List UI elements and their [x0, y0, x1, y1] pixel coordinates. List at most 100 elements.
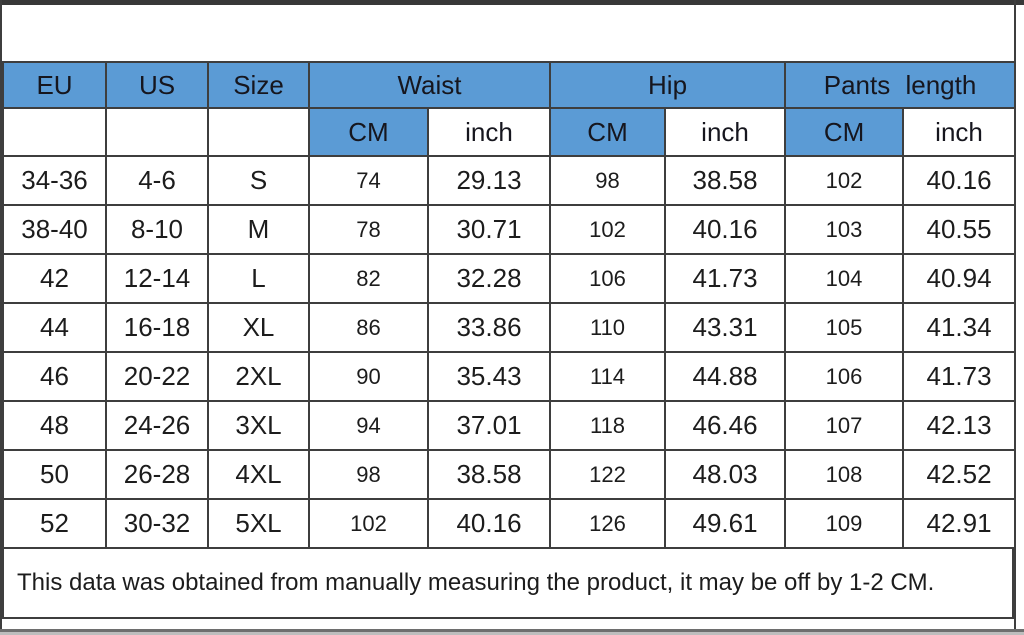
subheader-waist-cm: CM [308, 107, 429, 157]
subheader-pants-inch: inch [902, 107, 1017, 157]
cell-hip-inch: 48.03 [664, 449, 787, 500]
cell-eu: 44 [2, 302, 107, 353]
cell-eu: 38-40 [2, 204, 107, 255]
cell-hip-cm: 110 [549, 302, 667, 353]
cell-hip-inch: 41.73 [664, 253, 787, 304]
cell-pants-cm: 108 [784, 449, 905, 500]
cell-pants-inch: 40.16 [902, 155, 1017, 206]
cell-hip-cm: 126 [549, 498, 667, 549]
cell-hip-inch: 43.31 [664, 302, 787, 353]
cell-waist-inch: 38.58 [426, 449, 552, 500]
cell-hip-inch: 38.58 [664, 155, 787, 206]
subheader-hip-inch: inch [664, 107, 787, 157]
cell-hip-cm: 98 [549, 155, 667, 206]
cell-hip-cm: 102 [549, 204, 667, 255]
cell-eu: 50 [2, 449, 107, 500]
table-row: 50 26-28 4XL 98 38.58 122 48.03 108 42.5… [2, 449, 1017, 500]
cell-us: 4-6 [105, 155, 209, 206]
cell-size: 2XL [207, 351, 310, 402]
column-group-hip: Hip [549, 61, 787, 109]
cell-size: XL [207, 302, 310, 353]
cell-pants-cm: 106 [784, 351, 905, 402]
table-row: 48 24-26 3XL 94 37.01 118 46.46 107 42.1… [2, 400, 1017, 451]
table-row: 46 20-22 2XL 90 35.43 114 44.88 106 41.7… [2, 351, 1017, 402]
cell-waist-inch: 37.01 [426, 400, 552, 451]
subheader-pants-cm: CM [784, 107, 905, 157]
cell-pants-inch: 40.55 [902, 204, 1017, 255]
column-group-waist: Waist [307, 61, 552, 109]
cell-eu: 46 [2, 351, 107, 402]
cell-pants-cm: 103 [784, 204, 905, 255]
empty-cell-size [207, 107, 310, 157]
cell-us: 26-28 [105, 449, 209, 500]
size-chart-table: EU US Size Waist Hip Pants length CM inc… [2, 61, 1017, 549]
column-header-eu: EU [2, 61, 107, 109]
cell-us: 30-32 [105, 498, 209, 549]
table-row: 44 16-18 XL 86 33.86 110 43.31 105 41.34 [2, 302, 1017, 353]
cell-waist-cm: 94 [308, 400, 429, 451]
cell-waist-inch: 32.28 [426, 253, 552, 304]
cell-hip-inch: 44.88 [664, 351, 787, 402]
cell-pants-inch: 40.94 [902, 253, 1017, 304]
cell-waist-cm: 74 [308, 155, 429, 206]
cell-waist-inch: 30.71 [426, 204, 552, 255]
table-row: 38-40 8-10 M 78 30.71 102 40.16 103 40.5… [2, 204, 1017, 255]
bottom-border-bar-light [0, 632, 1024, 635]
cell-pants-inch: 41.34 [902, 302, 1017, 353]
measurement-note: This data was obtained from manually mea… [2, 547, 1014, 619]
cell-waist-inch: 35.43 [426, 351, 552, 402]
table-row: 34-36 4-6 S 74 29.13 98 38.58 102 40.16 [2, 155, 1017, 206]
header-row-groups: EU US Size Waist Hip Pants length [2, 61, 1017, 109]
cell-waist-inch: 40.16 [426, 498, 552, 549]
cell-us: 20-22 [105, 351, 209, 402]
bottom-border-bar [0, 629, 1024, 632]
cell-size: 4XL [207, 449, 310, 500]
cell-pants-inch: 42.91 [902, 498, 1017, 549]
cell-us: 12-14 [105, 253, 209, 304]
column-header-size: Size [207, 61, 310, 109]
subheader-waist-inch: inch [426, 107, 552, 157]
cell-waist-inch: 29.13 [426, 155, 552, 206]
cell-pants-cm: 109 [784, 498, 905, 549]
cell-size: S [207, 155, 310, 206]
cell-waist-cm: 102 [308, 498, 429, 549]
cell-waist-cm: 90 [308, 351, 429, 402]
cell-waist-cm: 82 [308, 253, 429, 304]
cell-us: 8-10 [105, 204, 209, 255]
cell-pants-inch: 42.13 [902, 400, 1017, 451]
cell-pants-inch: 42.52 [902, 449, 1017, 500]
cell-hip-inch: 40.16 [664, 204, 787, 255]
empty-cell-eu [2, 107, 107, 157]
cell-eu: 34-36 [2, 155, 107, 206]
cell-size: L [207, 253, 310, 304]
top-border-bar [0, 0, 1024, 5]
left-edge-line [0, 0, 2, 632]
size-chart: EU US Size Waist Hip Pants length CM inc… [2, 61, 1017, 619]
cell-waist-inch: 33.86 [426, 302, 552, 353]
cell-eu: 52 [2, 498, 107, 549]
cell-us: 24-26 [105, 400, 209, 451]
subheader-hip-cm: CM [549, 107, 667, 157]
table-row: 52 30-32 5XL 102 40.16 126 49.61 109 42.… [2, 498, 1017, 549]
cell-pants-cm: 102 [784, 155, 905, 206]
cell-pants-cm: 104 [784, 253, 905, 304]
cell-hip-cm: 118 [549, 400, 667, 451]
cell-hip-cm: 106 [549, 253, 667, 304]
cell-pants-cm: 107 [784, 400, 905, 451]
cell-hip-cm: 122 [549, 449, 667, 500]
cell-waist-cm: 78 [308, 204, 429, 255]
cell-eu: 48 [2, 400, 107, 451]
cell-us: 16-18 [105, 302, 209, 353]
cell-waist-cm: 86 [308, 302, 429, 353]
column-group-pants-length: Pants length [784, 61, 1017, 109]
cell-size: 3XL [207, 400, 310, 451]
table-row: 42 12-14 L 82 32.28 106 41.73 104 40.94 [2, 253, 1017, 304]
cell-hip-inch: 49.61 [664, 498, 787, 549]
column-header-us: US [105, 61, 209, 109]
cell-pants-cm: 105 [784, 302, 905, 353]
cell-eu: 42 [2, 253, 107, 304]
cell-pants-inch: 41.73 [902, 351, 1017, 402]
cell-waist-cm: 98 [308, 449, 429, 500]
cell-hip-cm: 114 [549, 351, 667, 402]
header-row-units: CM inch CM inch CM inch [2, 107, 1017, 157]
